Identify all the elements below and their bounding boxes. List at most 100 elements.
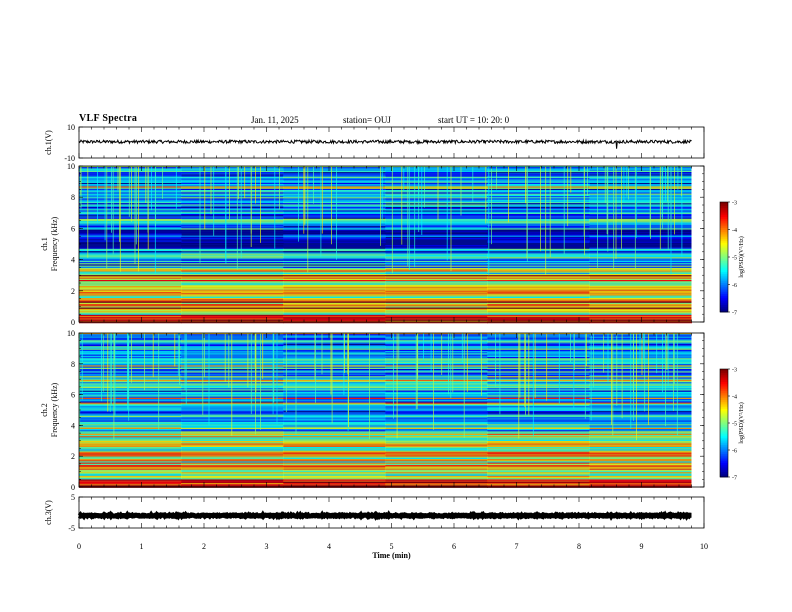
spectrogram-band (385, 431, 488, 433)
spectrogram-band (79, 383, 182, 385)
spectrogram-band (283, 364, 386, 366)
spectrogram-band (283, 200, 386, 203)
spectrogram-band (181, 397, 284, 400)
spectrogram-band (487, 430, 590, 432)
spectrogram-band (487, 423, 590, 425)
spectrogram-band (385, 172, 488, 174)
spectrogram-band (79, 310, 182, 312)
spectrogram-band (79, 250, 182, 252)
spectrogram-band (181, 197, 284, 199)
spectrogram-band (487, 375, 590, 377)
spectrogram-band (283, 233, 386, 235)
colorbar-swatch (720, 242, 728, 245)
spectrogram-band (487, 241, 590, 243)
spectrogram-band (79, 233, 182, 235)
spectrogram-band (283, 292, 386, 294)
spectrogram-band (181, 474, 284, 476)
spectrogram-band (181, 343, 284, 346)
spectrogram-band (385, 310, 488, 312)
spectrogram-band (283, 377, 386, 379)
spectrogram-band (79, 431, 182, 433)
spectrogram-band (283, 214, 386, 216)
spectrogram-band (283, 456, 386, 458)
spectrogram-band (487, 417, 590, 419)
spectrogram-band (385, 441, 488, 443)
spectrogram-band (79, 166, 182, 168)
colorbar-swatch (720, 222, 728, 225)
y-axis-channel-label: ch.2 (40, 403, 49, 417)
spectrogram-band (79, 469, 182, 472)
spectrogram-band (487, 228, 590, 230)
spectrogram-band (589, 305, 692, 307)
x-tick-label: 7 (515, 542, 519, 551)
spectrogram-band (589, 381, 692, 383)
spectrogram-band (589, 414, 692, 416)
colorbar-swatch (720, 207, 728, 210)
spectrogram-band (181, 432, 284, 434)
spectrogram-band (181, 274, 284, 276)
spectrogram-band (181, 263, 284, 265)
spectrogram-band (385, 316, 488, 318)
colorbar-swatch (720, 213, 728, 216)
spectrogram-band (385, 457, 488, 460)
spectrogram-band (589, 275, 692, 277)
spectrogram-band (283, 186, 386, 188)
spectrogram-band (487, 425, 590, 427)
colorbar-swatch (720, 468, 728, 471)
spectrogram-band (79, 227, 182, 229)
spectrogram-band (283, 473, 386, 475)
spectrogram-band (589, 373, 692, 376)
spectrogram-band (589, 260, 692, 263)
spectrogram-band (589, 320, 692, 323)
spectrogram-band (487, 211, 590, 213)
spectrogram-band (487, 168, 590, 170)
spectrogram-bands (79, 333, 692, 488)
spectrogram-band (79, 391, 182, 394)
spectrogram-band (79, 411, 182, 413)
spectrogram-band (487, 481, 590, 484)
spectrogram-band (487, 456, 590, 458)
spectrogram-band (487, 253, 590, 255)
spectrogram-band (79, 246, 182, 248)
spectrogram-band (79, 366, 182, 368)
spectrogram-band (283, 418, 386, 420)
spectrogram-band (181, 299, 284, 301)
spectrogram-band (385, 478, 488, 480)
spectrogram-band (283, 241, 386, 243)
spectrogram-band (487, 389, 590, 391)
spectrogram-band (487, 258, 590, 260)
spectrogram-band (283, 369, 386, 371)
spectrogram-band (487, 319, 590, 321)
spectrogram-band (79, 319, 182, 321)
spectrogram-band (385, 472, 488, 474)
colorbar-swatch (720, 253, 728, 256)
spectrogram-band (385, 406, 488, 408)
spectrogram-band (283, 287, 386, 289)
spectrogram-band (385, 361, 488, 364)
spectrogram-band (589, 474, 692, 476)
spectrogram-band (589, 300, 692, 302)
spectrogram-band (589, 314, 692, 317)
spectrogram-band (79, 234, 182, 236)
spectrogram-band (283, 211, 386, 213)
spectrogram-band (385, 435, 488, 437)
spectrogram-band (385, 205, 488, 207)
spectrogram-band (283, 445, 386, 448)
spectrogram-band (283, 427, 386, 430)
colorbar-swatch (720, 410, 728, 413)
spectrogram-band (283, 471, 386, 473)
spectrogram-band (589, 393, 692, 395)
spectrogram-band (589, 366, 692, 368)
spectrogram-band (283, 358, 386, 360)
spectrogram-band (283, 221, 386, 223)
spectrogram-band (181, 228, 284, 230)
spectrogram-band (589, 435, 692, 437)
spectrogram-band (181, 424, 284, 426)
spectrogram-band (385, 204, 488, 206)
spectrogram-band (79, 423, 182, 425)
spectrogram-band (385, 299, 488, 301)
spectrogram-band (385, 477, 488, 479)
spectrogram-band (283, 239, 386, 241)
colorbar-swatch (720, 444, 728, 447)
spectrogram-band (283, 265, 386, 267)
